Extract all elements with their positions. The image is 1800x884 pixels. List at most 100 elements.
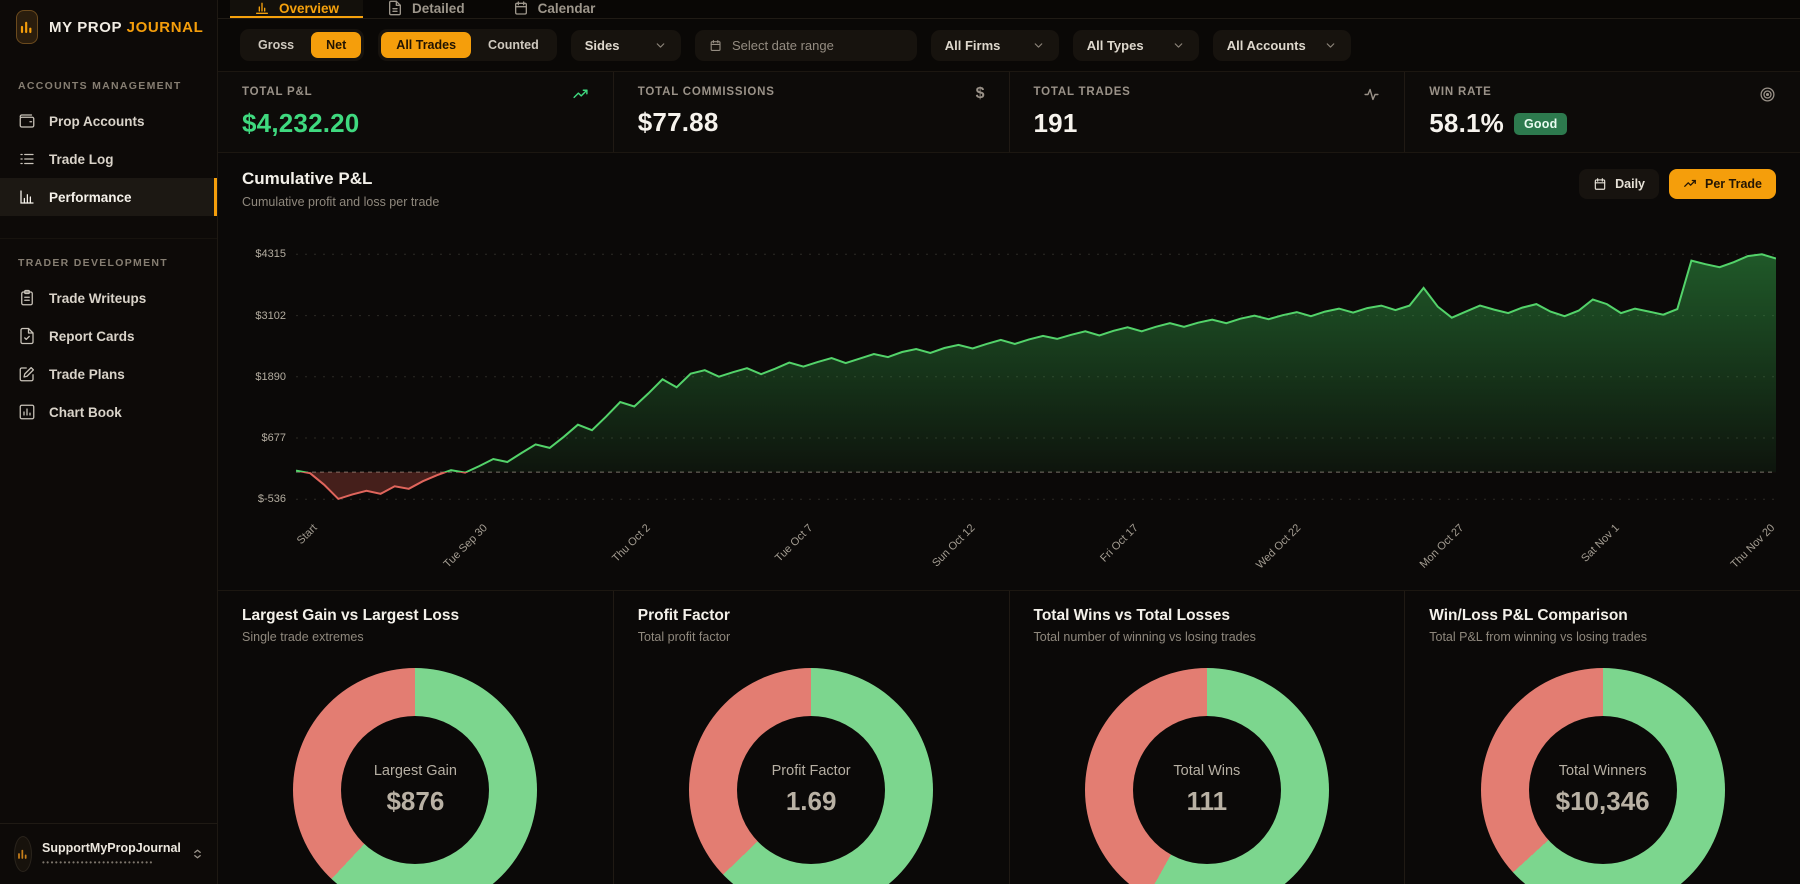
net-button[interactable]: Net [311, 32, 362, 58]
card-subtitle: Total number of winning vs losing trades [1033, 630, 1256, 644]
calendar-icon [710, 39, 721, 51]
calendar-icon [1594, 178, 1606, 190]
stat-card-total-trades: TOTAL TRADES 191 [1008, 72, 1405, 152]
trending-up-icon [572, 86, 589, 103]
stats-row: TOTAL P&L $4,232.20 TOTAL COMMISSIONS $ … [218, 71, 1800, 153]
clipboard-icon [21, 289, 33, 306]
sidebar: MY PROP JOURNAL ACCOUNTS MANAGEMENT Prop… [0, 0, 218, 884]
date-range-input[interactable] [731, 37, 903, 53]
tab-calendar[interactable]: Calendar [489, 0, 620, 18]
tab-label: Detailed [412, 0, 465, 16]
card-subtitle: Single trade extremes [242, 630, 364, 644]
types-select-value: All Types [1086, 37, 1144, 53]
target-icon [1759, 86, 1776, 103]
donut-cards-row: Largest Gain vs Largest Loss Single trad… [218, 591, 1800, 884]
firms-select-value: All Firms [944, 37, 1001, 53]
card-winloss-pnl-comparison: Win/Loss P&L Comparison Total P&L from w… [1404, 591, 1800, 884]
sides-select[interactable]: Sides [570, 29, 681, 61]
top-tabbar: Overview Detailed Calendar [218, 0, 1800, 19]
sidebar-item-label: Report Cards [49, 328, 135, 344]
chevron-down-icon [1324, 39, 1337, 52]
sidebar-item-trade-log[interactable]: Trade Log [0, 140, 217, 178]
largest-gain-donut-chart: Largest Gain $876 [293, 668, 538, 884]
firms-select[interactable]: All Firms [930, 29, 1059, 61]
chart-mode-toggle: Daily Per Trade [1579, 169, 1776, 199]
card-largest-gain-vs-loss: Largest Gain vs Largest Loss Single trad… [218, 591, 613, 884]
stat-label: TOTAL TRADES [1033, 86, 1131, 98]
daily-button[interactable]: Daily [1579, 169, 1660, 199]
card-subtitle: Total profit factor [637, 630, 731, 644]
donut-center-label: Total Wins [1173, 763, 1241, 779]
avatar [14, 836, 32, 872]
file-check-icon [20, 327, 34, 345]
tab-detailed[interactable]: Detailed [363, 0, 489, 18]
card-title: Largest Gain vs Largest Loss [242, 607, 460, 624]
brand-name-accent: JOURNAL [126, 18, 204, 36]
account-switcher[interactable]: SupportMyPropJournal •••••••••••••••••••… [0, 823, 217, 884]
sidebar-section-development: TRADER DEVELOPMENT [18, 257, 168, 269]
chevron-down-icon [1032, 39, 1045, 52]
types-select[interactable]: All Types [1072, 29, 1199, 61]
stat-value: 58.1% Good [1429, 108, 1776, 139]
brand: MY PROP JOURNAL [0, 0, 217, 54]
edit-icon [19, 366, 35, 382]
chevron-down-icon [654, 39, 667, 52]
sidebar-item-prop-accounts[interactable]: Prop Accounts [0, 102, 217, 140]
overview-chart-icon [256, 2, 268, 14]
sidebar-item-label: Trade Log [49, 151, 114, 167]
chart-subtitle: Cumulative profit and loss per trade [242, 195, 440, 209]
sidebar-item-trade-writeups[interactable]: Trade Writeups [0, 279, 217, 317]
daily-button-label: Daily [1615, 177, 1646, 191]
sidebar-item-label: Performance [49, 189, 132, 205]
stat-card-total-pnl: TOTAL P&L $4,232.20 [218, 72, 613, 152]
sidebar-item-label: Chart Book [49, 404, 122, 420]
stat-value: $4,232.20 [242, 108, 360, 138]
y-tick-label: $4315 [255, 248, 286, 260]
card-total-wins-vs-losses: Total Wins vs Total Losses Total number … [1008, 591, 1405, 884]
sidebar-item-report-cards[interactable]: Report Cards [0, 317, 217, 355]
total-wins-donut-chart: Total Wins 111 [1084, 668, 1329, 884]
donut-center-value: $10,346 [1555, 786, 1650, 816]
per-trade-button[interactable]: Per Trade [1669, 169, 1776, 199]
stat-value: $77.88 [637, 107, 719, 137]
stat-label: TOTAL P&L [242, 86, 313, 98]
sides-select-value: Sides [584, 37, 620, 53]
y-axis-labels: $4315 $3102 $1890 $677 $-536 [242, 245, 296, 510]
donut-center-value: 111 [1186, 786, 1228, 816]
cumulative-pnl-chart [296, 245, 1776, 510]
chevron-down-icon [1172, 39, 1185, 52]
cumulative-pnl-panel: Cumulative P&L Cumulative profit and los… [218, 153, 1800, 591]
avatar-chart-icon [18, 849, 27, 859]
y-tick-label: $677 [261, 432, 286, 444]
sidebar-item-performance[interactable]: Performance [0, 178, 217, 216]
tab-label: Overview [279, 0, 340, 16]
footer-username: SupportMyPropJournal [42, 841, 181, 855]
dollar-icon: $ [975, 85, 985, 102]
sidebar-section-accounts: ACCOUNTS MANAGEMENT [18, 80, 182, 92]
gross-net-toggle: Gross Net [240, 29, 365, 61]
date-range-field[interactable] [694, 29, 917, 61]
counted-button[interactable]: Counted [473, 32, 554, 58]
brand-name-primary: MY PROP [49, 18, 122, 36]
x-axis-labels: Start Tue Sep 30 Thu Oct 2 Tue Oct 7 Sun… [295, 510, 1778, 590]
stat-card-total-commissions: TOTAL COMMISSIONS $ $77.88 [612, 72, 1009, 152]
document-icon [389, 0, 402, 16]
win-rate-value: 58.1% [1429, 108, 1504, 138]
stat-label: TOTAL COMMISSIONS [637, 86, 775, 98]
brand-logo-icon [16, 10, 38, 44]
activity-icon [1363, 86, 1380, 103]
x-tick-label: Fri Oct 17 [1097, 522, 1141, 565]
all-trades-button[interactable]: All Trades [381, 32, 472, 58]
footer-masked-email: •••••••••••••••••••••••••• [42, 858, 154, 867]
gross-button[interactable]: Gross [243, 32, 309, 58]
tab-label: Calendar [537, 0, 596, 16]
tab-overview[interactable]: Overview [230, 0, 364, 18]
accounts-select[interactable]: All Accounts [1212, 29, 1351, 61]
card-title: Profit Factor [637, 607, 730, 624]
x-tick-label: Thu Oct 2 [609, 522, 653, 565]
chart-title: Cumulative P&L [242, 169, 373, 188]
x-tick-label: Tue Sep 30 [441, 522, 490, 571]
sidebar-item-trade-plans[interactable]: Trade Plans [0, 355, 217, 393]
sidebar-item-chart-book[interactable]: Chart Book [0, 393, 217, 431]
